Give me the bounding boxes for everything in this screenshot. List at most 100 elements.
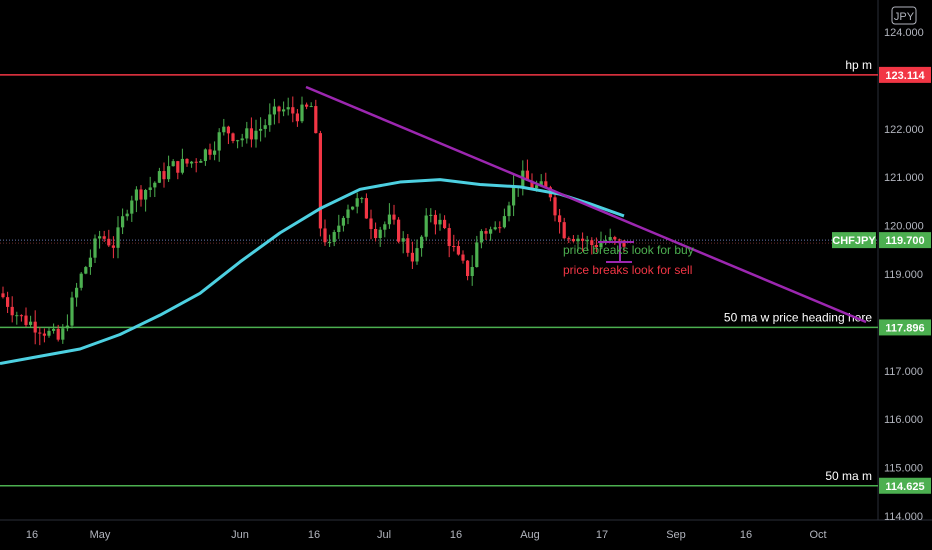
candle-body-125 [576,238,580,242]
candle-body-2 [10,306,14,316]
candle-body-37 [171,161,175,167]
candle-body-69 [318,133,322,229]
candle-body-13 [61,328,65,340]
candle-body-63 [291,107,295,114]
candle-body-58 [268,114,272,126]
annotation-sell: price breaks look for sell [563,263,692,277]
y-tick-label-1: 122.000 [884,124,924,136]
candle-body-61 [282,109,286,112]
candle-body-36 [167,166,171,180]
candle-body-18 [84,267,88,274]
candle-body-114 [525,170,529,181]
candle-body-64 [295,113,299,122]
candle-body-106 [489,229,493,234]
candle-body-22 [102,236,106,239]
candle-body-118 [544,181,548,188]
candle-body-104 [479,231,483,243]
candle-body-108 [498,227,502,229]
candle-body-129 [594,244,598,248]
y-tick-label-2: 121.000 [884,172,924,184]
candle-body-84 [387,214,391,225]
candle-body-78 [360,198,364,200]
level-price-tag-1 [879,319,931,336]
candle-body-60 [277,106,281,112]
candle-body-81 [374,229,378,239]
candle-body-21 [98,236,102,239]
x-tick-label-1: May [90,529,111,541]
candle-body-30 [139,189,143,200]
x-tick-label-8: Sep [666,529,686,541]
x-tick-label-0: 16 [26,529,38,541]
candle-body-116 [535,185,539,189]
candle-body-35 [162,171,166,180]
level-label-1: 50 ma w price heading here [724,310,872,324]
candle-body-94 [433,214,437,225]
candle-body-32 [148,187,152,191]
candle-body-130 [599,242,603,248]
candle-body-56 [259,128,263,131]
symbol-tag-text: CHFJPY [832,235,876,247]
candle-body-89 [410,252,414,262]
candle-body-23 [107,238,111,246]
candle-body-87 [401,238,405,242]
candle-body-122 [562,222,566,239]
candle-body-66 [305,104,309,107]
candle-body-34 [157,171,161,183]
x-tick-label-10: Oct [809,529,826,541]
candle-body-95 [438,219,442,225]
candle-body-71 [328,241,332,243]
level-label-2: 50 ma m [825,469,872,483]
candle-body-26 [121,216,125,228]
candle-body-57 [263,125,267,129]
y-tick-label-4: 119.000 [884,269,923,281]
symbol-tag [832,232,876,249]
candle-body-74 [341,217,345,226]
candle-body-92 [424,215,428,237]
candle-body-126 [581,238,585,241]
y-tick-label-8: 114.000 [884,511,923,523]
candle-body-33 [153,182,157,188]
candle-body-50 [231,133,235,142]
y-tick-label-0: 124.000 [884,27,924,39]
candle-body-51 [236,140,240,142]
candle-body-67 [309,106,313,108]
candles [1,96,626,346]
candle-body-102 [470,267,474,277]
candle-body-12 [56,328,60,340]
candle-body-99 [456,246,460,255]
candle-body-117 [539,181,543,186]
moving-average-line [0,178,625,366]
candle-body-38 [176,161,180,173]
candle-body-72 [332,232,336,242]
level-price-text-2: 114.625 [885,481,924,493]
candle-body-28 [130,200,134,214]
candle-body-101 [466,260,470,277]
candle-body-96 [443,219,447,229]
level-price-text-1: 117.896 [885,322,924,334]
candle-body-4 [19,315,23,317]
y-tick-label-3: 120.000 [884,221,924,233]
candle-body-127 [585,240,589,242]
candle-body-97 [447,228,451,246]
candle-body-7 [33,321,37,333]
candle-body-48 [222,126,226,133]
candle-body-31 [144,190,148,200]
x-tick-label-7: 17 [596,529,608,541]
candle-body-16 [75,287,79,298]
candle-body-19 [88,257,92,268]
candle-body-55 [254,130,258,140]
x-tick-label-3: 16 [308,529,320,541]
candle-body-59 [272,106,276,115]
candle-body-24 [111,245,115,248]
candle-body-25 [116,227,120,248]
candle-body-98 [452,245,456,247]
candle-body-20 [93,238,97,258]
candle-body-53 [245,128,249,139]
candle-body-85 [392,214,396,220]
candle-body-120 [553,197,557,216]
candle-body-107 [493,227,497,230]
currency-label: JPY [894,11,915,23]
candle-body-6 [29,321,33,325]
